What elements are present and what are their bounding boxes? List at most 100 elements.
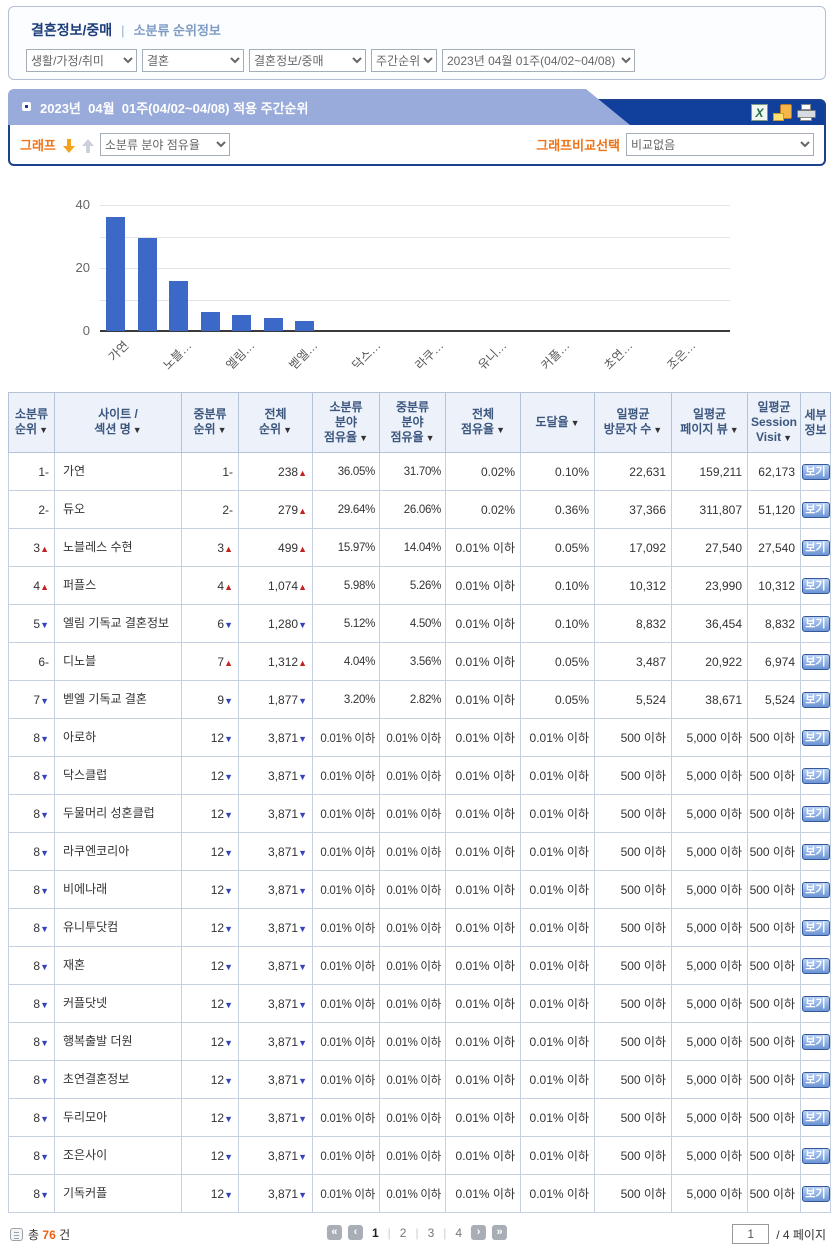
rank-down-icon: ▼ (298, 619, 307, 630)
col-header-6[interactable]: 중분류 분야 점유율 ▼ (379, 392, 446, 453)
rank-down-icon: ▼ (224, 695, 233, 706)
cell-daily-session: 10,312 (747, 566, 801, 605)
view-button[interactable]: 보기 (801, 691, 830, 708)
last-page-button[interactable]: » (492, 1225, 508, 1240)
rank-same-mark: - (229, 464, 233, 479)
view-button[interactable]: 보기 (801, 1109, 830, 1126)
view-button[interactable]: 보기 (801, 1147, 830, 1164)
first-page-button[interactable]: « (326, 1225, 342, 1240)
cell-total-rank: 1,877▼ (238, 680, 313, 719)
print-icon[interactable] (797, 104, 816, 121)
cell-site-name: 닥스클럽 (54, 756, 182, 795)
chart-bar-노블레스 수현 (169, 280, 189, 331)
save-copy-icon[interactable] (773, 104, 792, 121)
view-button[interactable]: 보기 (801, 577, 830, 594)
graph-metric-select[interactable]: 소분류 분야 점유율 (99, 133, 230, 156)
cell-total-rank: 3,871▼ (238, 832, 313, 871)
view-button[interactable]: 보기 (801, 501, 830, 518)
cell-detail: 보기 (800, 756, 831, 795)
rank-down-icon: ▼ (298, 1151, 307, 1162)
col-header-10[interactable]: 일평균 페이지 뷰 ▼ (671, 392, 748, 453)
view-button[interactable]: 보기 (801, 729, 830, 746)
sort-desc-icon[interactable] (62, 137, 75, 153)
table-row: 8▼ 초연결혼정보 12▼ 3,871▼ 0.01% 이하 0.01% 이하 0.01% 이… (8, 1060, 831, 1099)
y-axis-label: 0 (82, 323, 90, 338)
rank-down-icon: ▼ (224, 619, 233, 630)
cell-daily-visitors: 3,487 (594, 642, 672, 681)
breadcrumb-section[interactable]: 소분류 순위정보 (133, 23, 221, 38)
filter-rank-period[interactable]: 주간순위 (371, 49, 437, 72)
cell-total-rank: 3,871▼ (238, 1098, 313, 1137)
view-button[interactable]: 보기 (801, 919, 830, 936)
view-button[interactable]: 보기 (801, 1033, 830, 1050)
view-button[interactable]: 보기 (801, 463, 830, 480)
envelope-shape (773, 113, 784, 121)
view-button[interactable]: 보기 (801, 767, 830, 784)
cell-daily-visitors: 500 이하 (594, 1060, 672, 1099)
rank-down-icon: ▼ (224, 771, 233, 782)
cell-reach: 0.10% (520, 566, 595, 605)
col-header-7[interactable]: 전체 점유율 ▼ (445, 392, 521, 453)
view-button[interactable]: 보기 (801, 539, 830, 556)
table-row: 1- 가연 1- 238▲ 36.05% 31.70% 0.02% 0.10% 22,631 15… (8, 452, 831, 491)
view-button[interactable]: 보기 (801, 957, 830, 974)
col-header-2[interactable]: 사이트 / 섹션 명 ▼ (54, 392, 182, 453)
view-button[interactable]: 보기 (801, 995, 830, 1012)
view-button[interactable]: 보기 (801, 653, 830, 670)
cell-daily-pageviews: 5,000 이하 (671, 832, 748, 871)
cell-mid-rank: 6▼ (181, 604, 239, 643)
cell-small-share: 0.01% 이하 (312, 756, 380, 795)
prev-page-button[interactable]: ‹ (347, 1225, 363, 1240)
page-separator: | (387, 1225, 391, 1240)
table-row: 8▼ 비에나래 12▼ 3,871▼ 0.01% 이하 0.01% 이하 0.01% 이하 0… (8, 870, 831, 909)
cell-small-share: 29.64% (312, 490, 380, 529)
rank-down-icon: ▼ (298, 695, 307, 706)
page-total-label: / 4 페이지 (776, 1227, 826, 1242)
page-number-3[interactable]: 3 (427, 1225, 435, 1240)
cell-total-share: 0.01% 이하 (445, 604, 521, 643)
filter-panel: 결혼정보/중매 | 소분류 순위정보 생활/가정/취미 결혼 결혼정보/중매 주간순위 20… (8, 6, 826, 80)
view-button[interactable]: 보기 (801, 805, 830, 822)
view-button[interactable]: 보기 (801, 843, 830, 860)
cell-reach: 0.01% 이하 (520, 1060, 595, 1099)
view-button[interactable]: 보기 (801, 615, 830, 632)
total-count-value: 76 (42, 1228, 56, 1242)
cell-small-rank: 8▼ (8, 984, 55, 1023)
view-button[interactable]: 보기 (801, 1185, 830, 1202)
page-input[interactable] (732, 1224, 770, 1244)
col-header-9[interactable]: 일평균 방문자 수 ▼ (594, 392, 672, 453)
rank-down-icon: ▼ (224, 1189, 233, 1200)
filter-mid-category[interactable]: 결혼 (142, 49, 244, 72)
col-header-4[interactable]: 전체 순위 ▼ (238, 392, 313, 453)
cell-daily-visitors: 500 이하 (594, 756, 672, 795)
sort-asc-icon[interactable] (81, 137, 94, 153)
cell-daily-session: 500 이하 (747, 756, 801, 795)
cell-small-share: 0.01% 이하 (312, 1174, 380, 1213)
next-page-button[interactable]: › (471, 1225, 487, 1240)
graph-compare-select[interactable]: 비교없음 (626, 133, 814, 156)
cell-mid-rank: 12▼ (181, 908, 239, 947)
excel-icon[interactable]: X (751, 104, 768, 121)
filter-large-category[interactable]: 생활/가정/취미 (26, 49, 137, 72)
col-header-5[interactable]: 소분류 분야 점유율 ▼ (312, 392, 380, 453)
filter-week[interactable]: 2023년 04월 01주(04/02~04/08) (442, 49, 635, 72)
view-button[interactable]: 보기 (801, 881, 830, 898)
col-header-8[interactable]: 도달율 ▼ (520, 392, 595, 453)
rank-down-icon: ▼ (224, 961, 233, 972)
rank-down-icon: ▼ (224, 999, 233, 1010)
col-header-11[interactable]: 일평균 Session Visit ▼ (747, 392, 801, 453)
sort-arrow-icon: ▼ (217, 425, 227, 435)
page-number-2[interactable]: 2 (399, 1225, 407, 1240)
page-number-4[interactable]: 4 (455, 1225, 463, 1240)
view-button[interactable]: 보기 (801, 1071, 830, 1088)
table-row: 8▼ 커플닷넷 12▼ 3,871▼ 0.01% 이하 0.01% 이하 0.01% 이하 0… (8, 984, 831, 1023)
cell-mid-share: 14.04% (379, 528, 446, 567)
rank-down-icon: ▼ (298, 1113, 307, 1124)
cell-site-name: 가연 (54, 452, 182, 491)
page-number-1[interactable]: 1 (371, 1225, 379, 1240)
col-header-3[interactable]: 중분류 순위 ▼ (181, 392, 239, 453)
cell-reach: 0.05% (520, 528, 595, 567)
filter-small-category[interactable]: 결혼정보/중매 (249, 49, 366, 72)
col-header-1[interactable]: 소분류 순위 ▼ (8, 392, 55, 453)
rank-up-icon: ▲ (298, 657, 307, 668)
